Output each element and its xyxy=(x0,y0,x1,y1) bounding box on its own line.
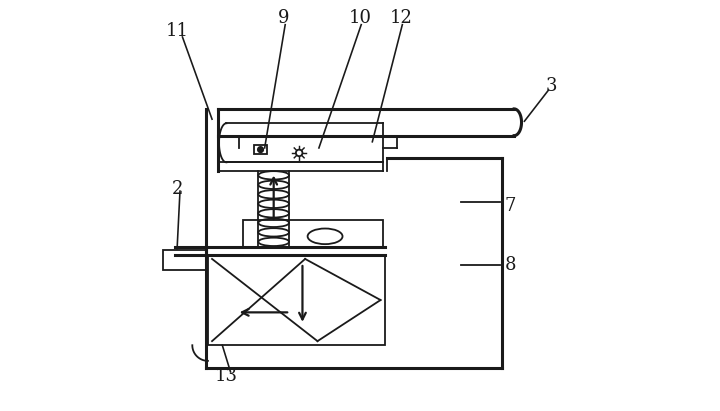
Bar xyxy=(163,250,206,270)
Circle shape xyxy=(258,147,264,152)
Bar xyxy=(243,220,382,247)
Text: 13: 13 xyxy=(215,367,238,385)
Text: 12: 12 xyxy=(390,9,413,28)
Text: 10: 10 xyxy=(348,9,372,28)
Bar xyxy=(208,255,384,345)
Text: 9: 9 xyxy=(278,9,289,28)
Bar xyxy=(254,145,267,154)
Text: 3: 3 xyxy=(545,77,557,95)
Text: 2: 2 xyxy=(171,180,183,198)
Text: 11: 11 xyxy=(166,22,189,40)
Text: 8: 8 xyxy=(504,256,516,274)
Text: 7: 7 xyxy=(504,196,516,215)
